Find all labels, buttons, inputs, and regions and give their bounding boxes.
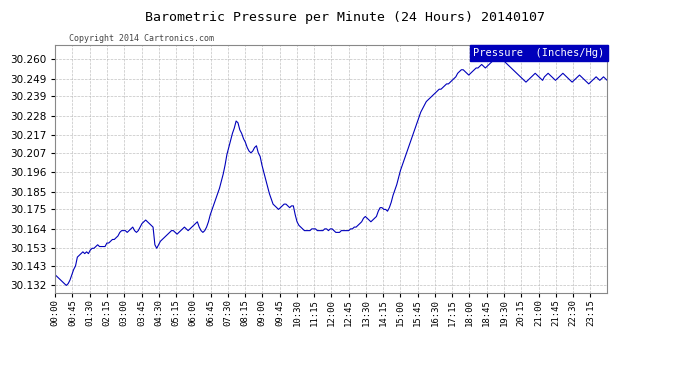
Text: Barometric Pressure per Minute (24 Hours) 20140107: Barometric Pressure per Minute (24 Hours… [145, 11, 545, 24]
Text: Pressure  (Inches/Hg): Pressure (Inches/Hg) [473, 48, 604, 58]
Text: Copyright 2014 Cartronics.com: Copyright 2014 Cartronics.com [69, 34, 214, 43]
